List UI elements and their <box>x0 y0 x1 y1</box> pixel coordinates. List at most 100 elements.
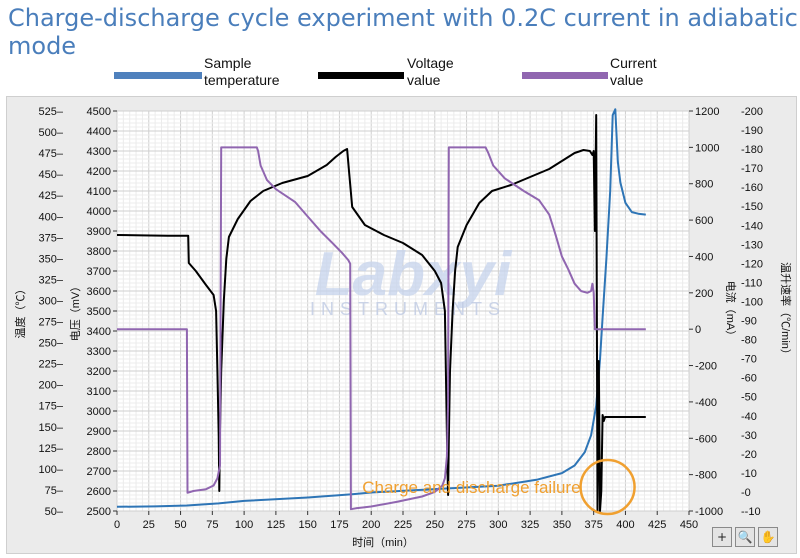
temp-rate-tick-label: -140 <box>741 220 763 232</box>
temperature-tick-label: 525– <box>39 106 64 118</box>
temperature-tick-label: 350– <box>39 253 64 265</box>
temp-rate-tick-label: --10 <box>741 506 761 518</box>
series-line-voltage <box>116 114 646 512</box>
temp-rate-tick-label: -40 <box>741 411 757 423</box>
voltage-tick-label: 3300 <box>87 346 111 358</box>
temp-rate-tick-label: -30 <box>741 430 757 442</box>
voltage-tick-label: 3200 <box>87 366 111 378</box>
current-tick-label: 800 <box>695 179 713 191</box>
x-tick-label: 250 <box>426 519 444 531</box>
temp-rate-tick-label: -100 <box>741 296 763 308</box>
voltage-tick-label: 4000 <box>87 206 111 218</box>
x-tick-label: 0 <box>114 519 120 531</box>
temperature-tick-label: 425– <box>39 190 64 202</box>
temp-rate-tick-label: -200 <box>741 106 763 118</box>
watermark-sub: INSTRUMENTS <box>310 299 506 319</box>
x-tick-label: 425 <box>648 519 666 531</box>
voltage-tick-label: 2700 <box>87 466 111 478</box>
temperature-tick-label: 300– <box>39 295 64 307</box>
voltage-tick-label: 2600 <box>87 486 111 498</box>
voltage-tick-label: 4400 <box>87 126 111 138</box>
x-tick-label: 175 <box>330 519 348 531</box>
x-tick-label: 150 <box>298 519 316 531</box>
temperature-tick-label: 75– <box>45 485 64 497</box>
voltage-tick-label: 3400 <box>87 326 111 338</box>
temp-rate-tick-label: -50 <box>741 392 757 404</box>
temperature-tick-label: 200– <box>39 380 64 392</box>
x-axis-label: 时间（min） <box>352 536 414 549</box>
temp-rate-tick-label: -90 <box>741 316 757 328</box>
temp-rate-tick-label: -0 <box>741 487 751 499</box>
x-tick-label: 50 <box>174 519 186 531</box>
temperature-tick-label: 275– <box>39 317 64 329</box>
voltage-tick-label: 3800 <box>87 246 111 258</box>
legend-label-current-line2: value <box>610 72 644 88</box>
current-tick-label: -800 <box>695 470 717 482</box>
chart-title: Charge-discharge cycle experiment with 0… <box>8 4 798 60</box>
voltage-tick-label: 3600 <box>87 286 111 298</box>
x-tick-label: 400 <box>616 519 634 531</box>
chart-panel: Labxyi INSTRUMENTS Charge and discharge fa… <box>6 96 797 554</box>
voltage-tick-label: 2900 <box>87 426 111 438</box>
temperature-tick-label: 125– <box>39 443 64 455</box>
current-axis-label: 电流（mA） <box>724 281 738 342</box>
voltage-tick-label: 2800 <box>87 446 111 458</box>
temperature-tick-label: 100– <box>39 464 64 476</box>
temp-rate-tick-label: -180 <box>741 144 763 156</box>
current-tick-label: 0 <box>695 324 701 336</box>
voltage-tick-label: 3900 <box>87 226 111 238</box>
temp-rate-tick-label: -80 <box>741 335 757 347</box>
annotation-text: Charge and discharge failure <box>362 478 580 497</box>
x-tick-label: 125 <box>267 519 285 531</box>
voltage-tick-label: 3700 <box>87 266 111 278</box>
x-tick-label: 200 <box>362 519 380 531</box>
x-tick-label: 225 <box>394 519 412 531</box>
legend-label-voltage: Voltage value <box>407 55 454 89</box>
legend-swatch-temperature <box>114 72 202 79</box>
watermark-brand: Labxyi <box>315 240 513 309</box>
temp-rate-tick-label: -110 <box>741 277 762 289</box>
temperature-tick-label: 475– <box>39 148 64 160</box>
temperature-tick-label: 325– <box>39 274 64 286</box>
temperature-tick-label: 500– <box>39 127 64 139</box>
x-tick-label: 75 <box>206 519 218 531</box>
temperature-tick-label: 375– <box>39 232 64 244</box>
legend-swatch-voltage <box>318 72 404 79</box>
legend-label-temperature-line1: Sample <box>204 55 252 71</box>
x-tick-label: 325 <box>521 519 539 531</box>
pan-tool-button[interactable]: ✋ <box>758 527 778 547</box>
legend-label-temperature: Sample temperature <box>204 55 279 89</box>
legend-swatch-current <box>522 72 608 79</box>
series-line-temperature <box>116 108 646 508</box>
current-tick-label: 1000 <box>695 142 719 154</box>
voltage-tick-label: 2500 <box>87 506 111 518</box>
current-tick-label: 200 <box>695 288 713 300</box>
current-tick-label: 1200 <box>695 106 719 118</box>
current-tick-label: -400 <box>695 397 717 409</box>
crosshair-tool-button[interactable]: + <box>712 527 732 547</box>
x-tick-label: 350 <box>553 519 571 531</box>
x-tick-label: 300 <box>489 519 507 531</box>
temp-rate-tick-label: -60 <box>741 373 757 385</box>
temp-rate-axis-label: 温升速率（℃/min） <box>779 262 793 360</box>
current-tick-label: -1000 <box>695 506 723 518</box>
current-tick-label: -600 <box>695 433 717 445</box>
voltage-tick-label: 3100 <box>87 386 111 398</box>
temperature-axis-label: 温度（℃） <box>13 284 27 339</box>
zoom-tool-button[interactable]: 🔍 <box>735 527 755 547</box>
voltage-tick-label: 4200 <box>87 166 111 178</box>
temperature-tick-label: 225– <box>39 359 64 371</box>
voltage-tick-label: 3500 <box>87 306 111 318</box>
legend-label-voltage-line2: value <box>407 72 441 88</box>
annotation-circle <box>579 458 636 516</box>
temp-rate-tick-label: -20 <box>741 449 757 461</box>
temperature-tick-label: 50– <box>45 506 64 518</box>
temp-rate-tick-label: -150 <box>741 201 763 213</box>
temp-rate-tick-label: -190 <box>741 125 763 137</box>
temperature-tick-label: 450– <box>39 169 64 181</box>
legend-label-current: Current value <box>610 55 657 89</box>
temperature-tick-label: 250– <box>39 338 64 350</box>
voltage-axis-label: 电压（mV） <box>69 281 82 342</box>
legend-label-current-line1: Current <box>610 55 657 71</box>
